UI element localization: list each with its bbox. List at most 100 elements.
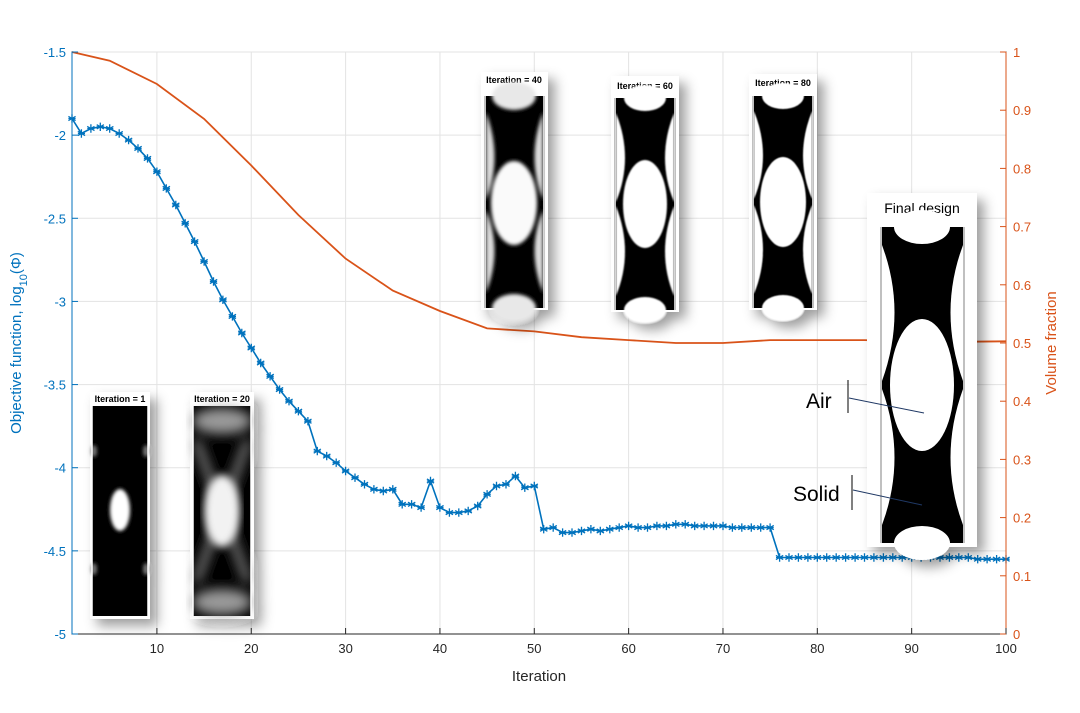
objective-function-point: [464, 506, 473, 516]
x-tick-label: 90: [904, 641, 918, 656]
objective-function-point: [558, 528, 567, 537]
annotation-solid: Solid: [793, 475, 923, 510]
objective-function-point: [473, 501, 482, 511]
objective-function-point: [747, 523, 756, 532]
inset-iteration-1-image: [91, 406, 149, 616]
objective-function-point: [275, 385, 284, 394]
left-tick-label: -2: [54, 128, 66, 143]
left-tick-label: -3: [54, 294, 66, 309]
objective-function-point: [888, 553, 897, 562]
objective-function-point: [690, 521, 699, 531]
objective-function-point: [700, 521, 709, 531]
objective-function-point: [200, 257, 209, 266]
x-tick-label: 80: [810, 641, 824, 656]
inset-iteration-40: Iteration = 40: [481, 72, 548, 322]
left-axis-label: Objective function, log10(Φ): [8, 252, 30, 434]
objective-function-point: [228, 312, 237, 321]
right-tick-label: 0.6: [1013, 278, 1031, 293]
objective-function-point: [426, 476, 435, 486]
inset-iteration-40-label: Iteration = 40: [486, 75, 542, 85]
objective-function-point: [398, 500, 407, 509]
objective-function-point: [152, 167, 161, 176]
inset-final-design-image: [880, 210, 965, 560]
objective-function-point: [115, 129, 124, 138]
objective-function-point: [860, 553, 869, 562]
objective-function-point: [605, 525, 614, 534]
right-tick-label: 0.2: [1013, 511, 1031, 526]
objective-function-point: [360, 480, 369, 489]
x-tick-label: 20: [244, 641, 258, 656]
inset-iteration-1-label: Iteration = 1: [95, 394, 146, 404]
objective-function-point: [964, 553, 973, 562]
objective-function-point: [898, 553, 907, 562]
objective-function-point: [775, 553, 784, 562]
objective-function-point: [341, 466, 350, 476]
left-tick-label: -2.5: [44, 211, 66, 226]
objective-function-point: [124, 135, 133, 145]
right-tick-label: 0.1: [1013, 569, 1031, 584]
left-tick-label: -1.5: [44, 45, 66, 60]
objective-function-point: [596, 526, 605, 536]
objective-function-point: [615, 523, 624, 532]
objective-function-point: [511, 471, 520, 481]
objective-function-point: [483, 490, 492, 499]
inset-iteration-20-label: Iteration = 20: [194, 394, 250, 404]
left-tick-label: -4.5: [44, 544, 66, 559]
objective-function-point: [992, 555, 1001, 564]
objective-function-point: [832, 553, 841, 562]
inset-iteration-80-image: [752, 83, 814, 321]
x-tick-label: 30: [338, 641, 352, 656]
objective-function-point: [332, 458, 341, 467]
objective-function-point: [407, 500, 416, 509]
objective-function-point: [266, 372, 275, 381]
inset-iteration-1: Iteration = 1: [90, 392, 150, 619]
objective-function-point: [662, 521, 671, 531]
inset-iteration-60-image: [614, 85, 676, 323]
objective-function-point: [294, 407, 303, 416]
objective-function-point: [737, 523, 746, 532]
annotation-solid-label: Solid: [793, 483, 840, 506]
objective-function-point: [501, 480, 510, 489]
objective-function-point: [322, 451, 331, 461]
annotation-air-pointer: [848, 397, 925, 414]
objective-function-point: [945, 553, 954, 562]
objective-function-point: [841, 553, 850, 562]
objective-function-point: [209, 277, 218, 286]
x-tick-label: 60: [621, 641, 635, 656]
objective-function-point: [379, 486, 388, 496]
left-tick-label: -5: [54, 627, 66, 642]
right-tick-label: 1: [1013, 45, 1020, 60]
objective-function-point: [303, 417, 312, 426]
inset-iteration-20: Iteration = 20: [190, 392, 254, 619]
inset-iteration-40-image: [484, 82, 545, 322]
x-tick-label: 70: [716, 641, 730, 656]
inset-final-design-label: Final design: [884, 200, 960, 216]
objective-function-point: [549, 523, 558, 532]
objective-function-point: [435, 503, 444, 512]
left-tick-label: -4: [54, 461, 66, 476]
objective-function-series: [68, 114, 1010, 564]
left-axis-label-main: Objective function, log: [8, 286, 25, 434]
objective-function-point: [218, 295, 227, 304]
objective-function-point: [134, 144, 143, 153]
objective-function-point: [105, 124, 114, 133]
objective-function-point: [181, 219, 190, 228]
objective-function-point: [652, 521, 661, 531]
objective-function-point: [237, 328, 246, 338]
objective-function-point: [803, 553, 812, 562]
right-tick-label: 0.9: [1013, 103, 1031, 118]
right-tick-label: 0.7: [1013, 220, 1031, 235]
objective-function-point: [879, 553, 888, 562]
objective-function-point: [709, 521, 718, 531]
right-tick-label: 0.4: [1013, 394, 1031, 409]
right-tick-label: 0: [1013, 627, 1020, 642]
objective-function-point: [388, 485, 397, 494]
left-tick-label: -3.5: [44, 378, 66, 393]
objective-function-point: [983, 555, 992, 564]
objective-function-point: [785, 553, 793, 562]
objective-function-point: [728, 523, 737, 532]
right-axis-label: Volume fraction: [1043, 291, 1060, 394]
objective-function-point: [568, 528, 577, 537]
objective-function-point: [822, 553, 831, 562]
